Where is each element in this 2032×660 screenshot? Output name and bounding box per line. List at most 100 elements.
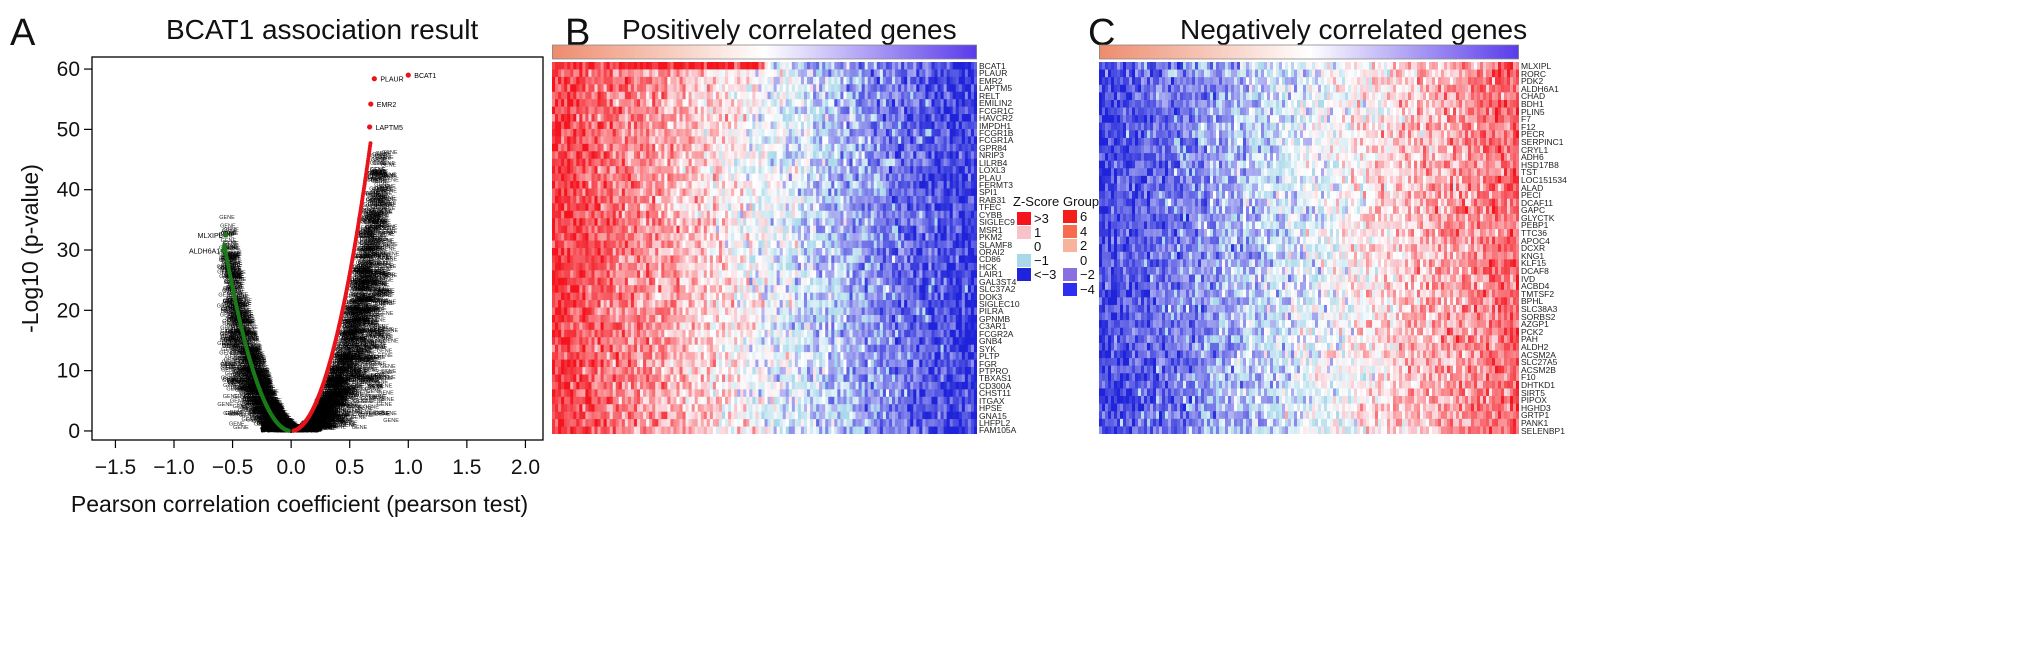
gene-row-label: C3AR1 xyxy=(979,321,1007,332)
svg-text:GENE: GENE xyxy=(244,388,260,394)
x-tick-label-5: 1.0 xyxy=(394,456,423,479)
svg-text:GENE: GENE xyxy=(230,334,246,340)
svg-text:GENE: GENE xyxy=(266,400,282,406)
svg-text:GENE: GENE xyxy=(342,319,358,325)
svg-text:GENE: GENE xyxy=(346,355,362,361)
svg-text:GENE: GENE xyxy=(359,209,375,215)
svg-text:GENE: GENE xyxy=(271,411,287,417)
svg-text:GENE: GENE xyxy=(265,421,281,427)
svg-text:GENE: GENE xyxy=(244,406,260,412)
svg-text:GENE: GENE xyxy=(311,416,327,422)
svg-text:GENE: GENE xyxy=(222,342,238,348)
svg-text:GENE: GENE xyxy=(298,424,314,430)
svg-text:GENE: GENE xyxy=(238,312,254,318)
svg-text:GENE: GENE xyxy=(229,276,245,282)
svg-text:GENE: GENE xyxy=(230,322,246,328)
svg-text:GENE: GENE xyxy=(332,367,348,373)
group-label: 4 xyxy=(1080,223,1088,239)
point-label-0: BCAT1 xyxy=(414,73,436,80)
svg-text:GENE: GENE xyxy=(373,221,389,227)
svg-text:GENE: GENE xyxy=(371,361,387,367)
svg-text:GENE: GENE xyxy=(336,348,352,354)
svg-text:GENE: GENE xyxy=(318,413,334,419)
gene-row-label: HGHD3 xyxy=(1521,402,1551,413)
svg-text:GENE: GENE xyxy=(342,385,358,391)
svg-text:GENE: GENE xyxy=(381,163,397,169)
svg-text:GENE: GENE xyxy=(282,422,298,428)
svg-text:GENE: GENE xyxy=(250,373,266,379)
svg-text:GENE: GENE xyxy=(331,425,347,431)
svg-text:GENE: GENE xyxy=(225,411,241,417)
svg-text:GENE: GENE xyxy=(341,391,357,397)
svg-text:GENE: GENE xyxy=(318,418,334,424)
x-axis-title: Pearson correlation coefficient (pearson… xyxy=(71,491,528,517)
svg-text:GENE: GENE xyxy=(346,306,362,312)
negative-points xyxy=(222,242,291,433)
svg-text:GENE: GENE xyxy=(363,215,379,221)
svg-text:GENE: GENE xyxy=(312,414,328,420)
svg-text:GENE: GENE xyxy=(251,362,267,368)
svg-text:GENE: GENE xyxy=(269,409,285,415)
svg-text:GENE: GENE xyxy=(273,415,289,421)
panel-c-title: Negatively correlated genes xyxy=(1180,14,1528,45)
svg-text:GENE: GENE xyxy=(319,399,335,405)
svg-text:GENE: GENE xyxy=(247,398,263,404)
gene-row-label: PAH xyxy=(1521,334,1538,345)
svg-text:GENE: GENE xyxy=(361,280,377,286)
svg-text:GENE: GENE xyxy=(333,350,349,356)
svg-text:GENE: GENE xyxy=(258,388,274,394)
svg-text:GENE: GENE xyxy=(357,349,373,355)
svg-text:GENE: GENE xyxy=(352,287,368,293)
gene-row-label: NRIP3 xyxy=(979,150,1005,161)
svg-text:GENE: GENE xyxy=(315,405,331,411)
svg-text:GENE: GENE xyxy=(379,174,395,180)
svg-text:GENE: GENE xyxy=(372,344,388,350)
svg-text:GENE: GENE xyxy=(354,268,370,274)
svg-text:GENE: GENE xyxy=(239,315,255,321)
svg-text:GENE: GENE xyxy=(334,389,350,395)
svg-text:GENE: GENE xyxy=(224,309,240,315)
svg-text:GENE: GENE xyxy=(341,337,357,343)
svg-text:GENE: GENE xyxy=(225,271,241,277)
svg-text:GENE: GENE xyxy=(343,364,359,370)
svg-text:GENE: GENE xyxy=(231,379,247,385)
svg-text:GENE: GENE xyxy=(272,414,288,420)
svg-text:GENE: GENE xyxy=(238,319,254,325)
svg-text:GENE: GENE xyxy=(353,276,369,282)
svg-text:GENE: GENE xyxy=(234,369,250,375)
svg-text:GENE: GENE xyxy=(365,387,381,393)
svg-text:GENE: GENE xyxy=(378,231,394,237)
svg-text:GENE: GENE xyxy=(238,367,254,373)
svg-text:GENE: GENE xyxy=(323,408,339,414)
svg-text:GENE: GENE xyxy=(251,357,267,363)
svg-text:GENE: GENE xyxy=(227,311,243,317)
gene-row-label: MLXIPL xyxy=(1521,61,1552,71)
svg-text:GENE: GENE xyxy=(357,297,373,303)
svg-text:GENE: GENE xyxy=(356,345,372,351)
svg-text:GENE: GENE xyxy=(354,280,370,286)
svg-text:GENE: GENE xyxy=(235,341,251,347)
svg-text:GENE: GENE xyxy=(357,290,373,296)
svg-text:GENE: GENE xyxy=(321,395,337,401)
svg-text:GENE: GENE xyxy=(304,420,320,426)
svg-text:GENE: GENE xyxy=(321,423,337,429)
svg-text:GENE: GENE xyxy=(263,399,279,405)
svg-text:GENE: GENE xyxy=(346,308,362,314)
svg-text:GENE: GENE xyxy=(333,354,349,360)
group-swatch xyxy=(1063,210,1077,223)
y-tick-label-4: 40 xyxy=(57,179,80,202)
gene-row-label: EMR2 xyxy=(979,75,1003,86)
svg-text:GENE: GENE xyxy=(339,339,355,345)
svg-text:GENE: GENE xyxy=(356,294,372,300)
svg-text:GENE: GENE xyxy=(353,317,369,323)
svg-text:GENE: GENE xyxy=(370,208,386,214)
svg-text:GENE: GENE xyxy=(231,302,247,308)
svg-text:GENE: GENE xyxy=(312,418,328,424)
svg-text:GENE: GENE xyxy=(364,213,380,219)
volcano-plot: GENEGENEGENEGENEGENEGENEGENEGENEGENEGENE… xyxy=(17,56,544,517)
svg-text:GENE: GENE xyxy=(285,425,301,431)
svg-text:GENE: GENE xyxy=(352,425,368,431)
svg-text:GENE: GENE xyxy=(341,391,357,397)
svg-text:GENE: GENE xyxy=(277,422,293,428)
svg-text:GENE: GENE xyxy=(275,420,291,426)
